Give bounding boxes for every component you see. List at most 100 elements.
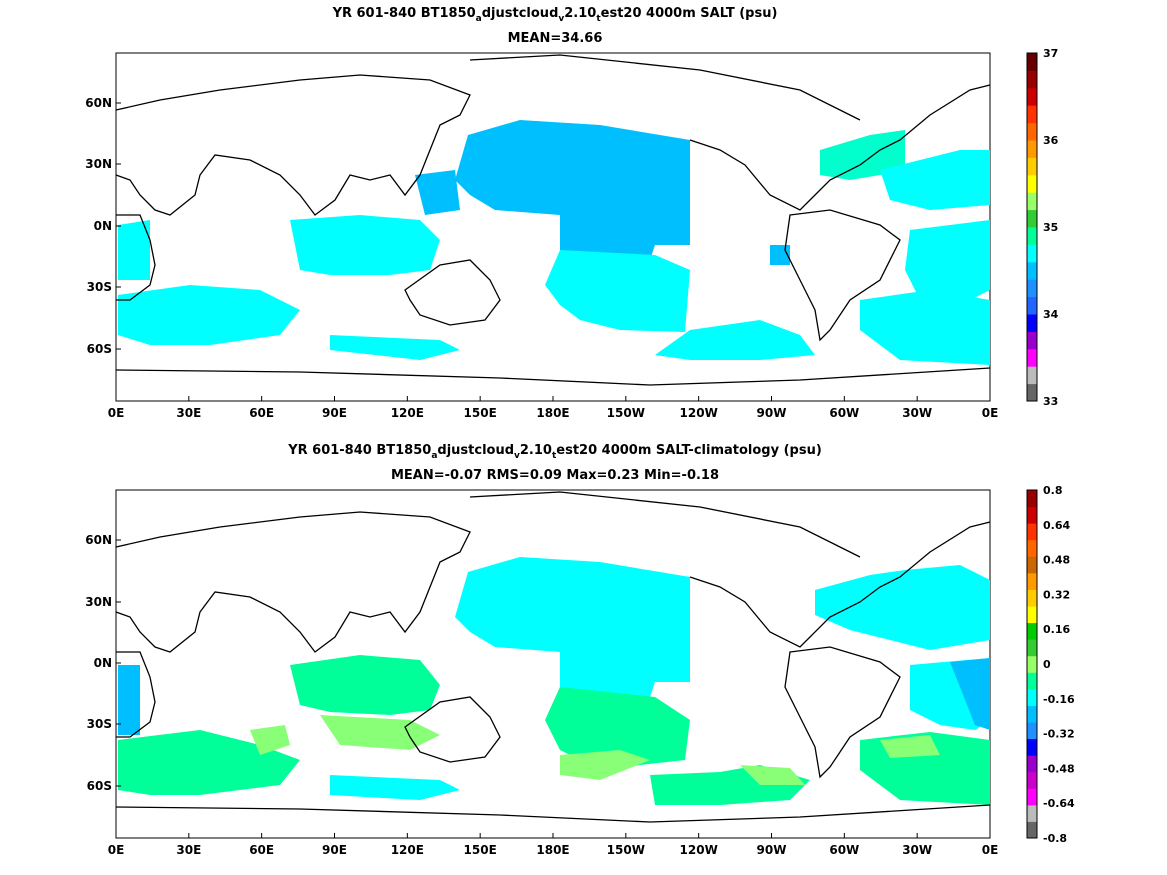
colorbar-tick-label: 0.8 xyxy=(1043,484,1063,497)
x-tick-label: 120E xyxy=(391,843,424,857)
x-tick-label: 0E xyxy=(108,843,125,857)
title-subscript: v xyxy=(558,14,565,24)
colorbar-swatch xyxy=(1027,622,1037,640)
y-tick-label: 30S xyxy=(87,717,112,731)
anomaly-region-southpacific-light xyxy=(560,750,650,780)
anomaly-region-southpacific xyxy=(545,687,690,770)
title-subscript: a xyxy=(475,14,482,24)
map-frame xyxy=(115,489,991,839)
salinity-region-arabian xyxy=(118,220,150,280)
x-tick-label: 60W xyxy=(829,843,859,857)
x-tick-label: 120E xyxy=(391,406,424,420)
y-axis: 60N 30N 0N 30S 60S xyxy=(85,533,121,793)
colorbar-swatch xyxy=(1027,788,1037,806)
colorbar-swatch xyxy=(1027,771,1037,789)
title-part: djustcloud xyxy=(437,443,515,458)
y-tick-label: 60N xyxy=(85,96,112,110)
x-tick-label: 0E xyxy=(982,406,999,420)
x-tick-label: 30E xyxy=(176,406,201,420)
x-tick-label: 150E xyxy=(464,843,497,857)
anomaly-region-indian xyxy=(290,655,440,715)
panel-title: YR 601-840 BT1850adjustcloudv2.10test20 … xyxy=(0,443,1110,461)
x-tick-label: 90E xyxy=(322,406,347,420)
anomaly-region-southern-east xyxy=(330,775,460,800)
title-part: est20 4000m SALT-climatology (psu) xyxy=(556,443,822,458)
x-tick-label: 60E xyxy=(249,406,274,420)
y-tick-label: 60S xyxy=(87,779,112,793)
colorbar-swatch xyxy=(1027,589,1037,607)
x-tick-label: 90W xyxy=(757,406,787,420)
colorbar-tick-label: 0 xyxy=(1043,658,1051,671)
x-tick-label: 120W xyxy=(680,406,718,420)
x-tick-label: 30W xyxy=(902,406,932,420)
title-part: 2.10 xyxy=(564,6,597,21)
colorbar: 37 36 35 34 33 xyxy=(1026,47,1059,408)
colorbar-swatch xyxy=(1027,738,1037,756)
x-tick-label: 150W xyxy=(607,843,645,857)
salinity-region-westpac xyxy=(415,170,460,215)
colorbar-swatch xyxy=(1027,314,1037,332)
salinity-region-atlantic xyxy=(880,150,990,210)
colorbar-swatch xyxy=(1027,331,1037,350)
anomaly-region-southindian xyxy=(118,730,300,795)
colorbar-border xyxy=(1026,489,1038,839)
x-tick-label: 60W xyxy=(829,406,859,420)
colorbar-tick-label: -0.16 xyxy=(1043,693,1075,706)
colorbar-swatch xyxy=(1027,821,1037,839)
title-part: djustcloud xyxy=(481,6,559,21)
anomaly-region-pacific xyxy=(455,557,690,697)
x-tick-label: 0E xyxy=(108,406,125,420)
panel-title: YR 601-840 BT1850adjustcloudv2.10test20 … xyxy=(0,6,1110,24)
map-frame xyxy=(115,52,991,402)
x-tick-label: 120W xyxy=(680,843,718,857)
colorbar-tick-label: 34 xyxy=(1043,308,1059,321)
colorbar-swatch xyxy=(1027,296,1037,315)
colorbar-tick-label: 0.64 xyxy=(1043,519,1070,532)
x-tick-label: 60E xyxy=(249,843,274,857)
coastlines xyxy=(115,491,991,823)
colorbar-tick-label: -0.48 xyxy=(1043,762,1075,775)
colorbar-swatch xyxy=(1027,606,1037,624)
title-part: est20 4000m SALT (psu) xyxy=(600,6,778,21)
anomaly-region-atlantic-blue xyxy=(950,658,990,730)
x-axis: 0E 30E 60E 90E 120E 150E 180E 150W 120W 90W 60W 30W… xyxy=(108,396,999,420)
salinity-region-southern xyxy=(655,320,815,360)
salinity-region-southindian xyxy=(118,285,300,345)
colorbar-border xyxy=(1026,52,1038,402)
colorbar-swatch xyxy=(1027,366,1037,385)
colorbar-swatch xyxy=(1027,556,1037,574)
x-tick-label: 90W xyxy=(757,843,787,857)
colorbar-swatch xyxy=(1027,755,1037,773)
salinity-region-pacific xyxy=(455,120,690,260)
x-tick-label: 150E xyxy=(464,406,497,420)
panel-stats: MEAN=-0.07 RMS=0.09 Max=0.23 Min=-0.18 xyxy=(390,468,720,483)
colorbar-swatch xyxy=(1027,227,1037,245)
title-part: 2.10 xyxy=(519,443,552,458)
x-tick-label: 0E xyxy=(982,843,999,857)
y-tick-label: 0N xyxy=(94,219,112,233)
colorbar-swatch xyxy=(1027,105,1037,124)
title-subscript: t xyxy=(551,451,557,461)
x-tick-label: 180E xyxy=(536,406,569,420)
colorbar-tick-label: 33 xyxy=(1043,395,1058,408)
colorbar-tick-label: 0.16 xyxy=(1043,623,1070,636)
colorbar-swatch xyxy=(1027,348,1037,367)
colorbar-tick-label: -0.64 xyxy=(1043,797,1075,810)
colorbar-swatch xyxy=(1027,688,1037,706)
y-axis: 60N 30N 0N 30S 60S xyxy=(85,96,121,356)
anomaly-region-southern-light xyxy=(740,765,805,785)
x-tick-label: 30W xyxy=(902,843,932,857)
x-axis: 0E 30E 60E 90E 120E 150E 180E 150W 120W 90W 60W 30W… xyxy=(108,833,999,857)
colorbar-tick-label: -0.8 xyxy=(1043,832,1067,845)
y-tick-label: 0N xyxy=(94,656,112,670)
x-tick-label: 30E xyxy=(176,843,201,857)
colorbar-swatch xyxy=(1027,572,1037,590)
x-tick-label: 150W xyxy=(607,406,645,420)
title-subscript: t xyxy=(596,14,601,24)
anomaly-region-southindian-light xyxy=(250,725,290,755)
colorbar-swatch xyxy=(1027,70,1037,89)
y-tick-label: 60S xyxy=(87,342,112,356)
colorbar-swatch xyxy=(1027,804,1037,822)
colorbar-swatch xyxy=(1027,539,1037,557)
